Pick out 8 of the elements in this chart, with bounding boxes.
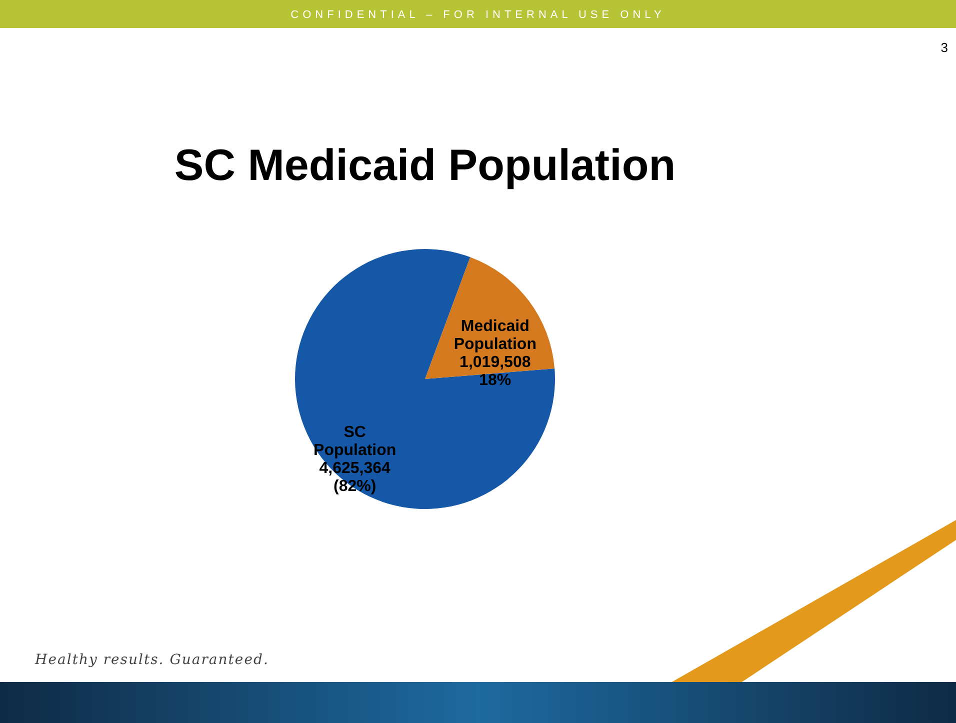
text: Healthy results. Guaranteed. <box>35 652 269 668</box>
pie-slice <box>295 249 555 509</box>
data-label: 1,019,508 18% <box>460 354 531 389</box>
text: CONFIDENTIAL – FOR INTERNAL USE ONLY <box>290 9 666 21</box>
text: 3 <box>940 40 948 55</box>
chart-title: SC Medicaid Population <box>174 141 676 190</box>
slice-label: SC Population <box>314 424 396 460</box>
slice-label: Medicaid Population <box>454 318 536 353</box>
